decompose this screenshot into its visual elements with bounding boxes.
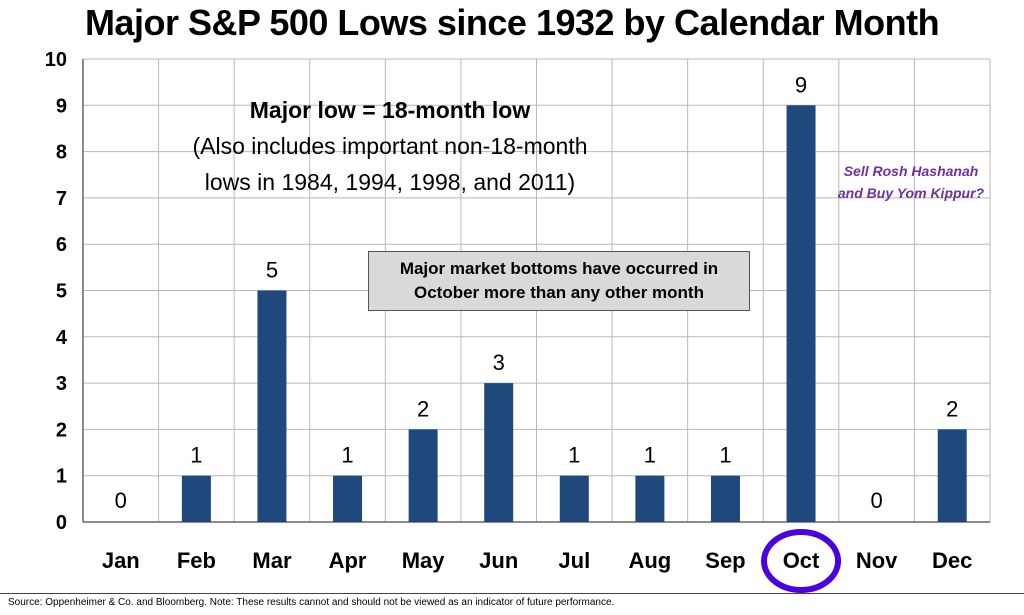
x-tick-label-jul: Jul bbox=[558, 548, 590, 573]
bar-jul bbox=[559, 475, 589, 522]
source-note: Source: Oppenheimer & Co. and Bloomberg.… bbox=[8, 597, 615, 608]
y-tick-label: 0 bbox=[56, 512, 67, 534]
y-tick-label: 8 bbox=[56, 142, 67, 164]
data-label-dec: 2 bbox=[946, 396, 958, 421]
x-tick-label-jun: Jun bbox=[479, 548, 518, 573]
bar-sep bbox=[710, 475, 740, 522]
data-label-oct: 9 bbox=[795, 72, 807, 97]
footer-divider bbox=[0, 593, 1024, 594]
x-tick-label-aug: Aug bbox=[628, 548, 671, 573]
data-label-sep: 1 bbox=[719, 443, 731, 468]
data-label-aug: 1 bbox=[644, 443, 656, 468]
x-tick-label-apr: Apr bbox=[329, 548, 367, 573]
definition-title: Major low = 18-month low bbox=[249, 97, 531, 123]
bar-jun bbox=[484, 383, 514, 522]
data-label-nov: 0 bbox=[871, 488, 883, 513]
x-tick-label-mar: Mar bbox=[252, 548, 292, 573]
y-tick-label: 7 bbox=[56, 188, 67, 210]
x-tick-label-dec: Dec bbox=[932, 548, 972, 573]
y-tick-label: 10 bbox=[45, 49, 67, 71]
definition-note: Major low = 18-month low (Also includes … bbox=[160, 92, 620, 200]
side-note: Sell Rosh Hashanah and Buy Yom Kippur? bbox=[837, 163, 985, 201]
x-tick-label-nov: Nov bbox=[856, 548, 898, 573]
x-tick-label-oct: Oct bbox=[783, 548, 820, 573]
data-label-jan: 0 bbox=[115, 488, 127, 513]
bar-oct bbox=[786, 105, 816, 523]
y-tick-label: 3 bbox=[56, 373, 67, 395]
bar-apr bbox=[333, 475, 363, 522]
data-label-feb: 1 bbox=[190, 443, 202, 468]
data-label-jun: 3 bbox=[493, 350, 505, 375]
bar-feb bbox=[181, 475, 211, 522]
bar-chart: 0123456789100Jan1Feb5Mar1Apr2May3Jun1Jul… bbox=[45, 49, 991, 593]
chart-title: Major S&P 500 Lows since 1932 by Calenda… bbox=[84, 2, 940, 43]
y-tick-label: 5 bbox=[56, 281, 67, 303]
y-tick-label: 2 bbox=[56, 419, 67, 441]
y-tick-label: 6 bbox=[56, 234, 67, 256]
x-tick-label-feb: Feb bbox=[177, 548, 216, 573]
y-tick-label: 9 bbox=[56, 95, 67, 117]
data-label-may: 2 bbox=[417, 396, 429, 421]
data-label-mar: 5 bbox=[266, 258, 278, 283]
callout-box: Major market bottoms have occurred in Oc… bbox=[368, 251, 750, 311]
definition-line-2: lows in 1984, 1994, 1998, and 2011) bbox=[204, 169, 576, 195]
y-tick-label: 4 bbox=[56, 327, 68, 349]
x-tick-label-may: May bbox=[402, 548, 446, 573]
definition-line-1: (Also includes important non-18-month bbox=[192, 133, 588, 159]
bar-dec bbox=[937, 429, 967, 522]
bar-mar bbox=[257, 290, 287, 522]
bar-may bbox=[408, 429, 438, 522]
y-tick-label: 1 bbox=[56, 466, 67, 488]
bar-aug bbox=[635, 475, 665, 522]
data-label-apr: 1 bbox=[341, 443, 353, 468]
highlight-circle bbox=[761, 529, 842, 593]
x-tick-label-sep: Sep bbox=[705, 548, 745, 573]
callout-text: Major market bottoms have occurred in Oc… bbox=[399, 259, 719, 302]
x-tick-label-jan: Jan bbox=[102, 548, 140, 573]
data-label-jul: 1 bbox=[568, 443, 580, 468]
